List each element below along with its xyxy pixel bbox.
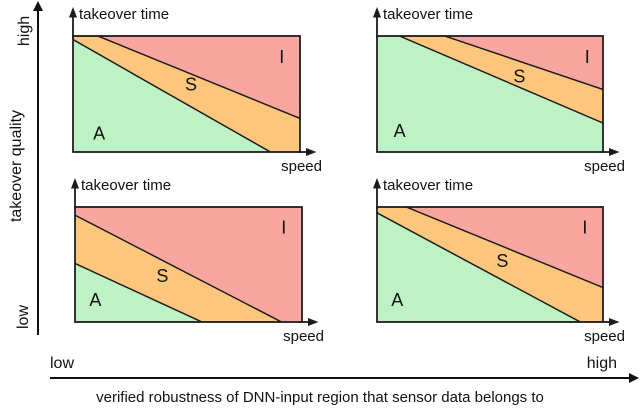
arrow-right-icon <box>629 373 639 383</box>
plot-top-left-region-label-A: A <box>93 123 105 143</box>
plot-bottom-left: A S I <box>71 178 319 326</box>
arrow-up-icon <box>373 178 381 189</box>
plot-top-right-y-axis-label: takeover time <box>383 6 474 23</box>
plot-bottom-right-region-label-S: S <box>496 251 508 271</box>
plot-bottom-left-region-label-A: A <box>89 290 101 310</box>
plot-top-left-region-label-I: I <box>279 47 284 67</box>
plot-top-left-y-axis-label: takeover time <box>79 6 170 23</box>
arrow-up-icon <box>373 7 381 18</box>
arrow-right-icon <box>609 318 620 326</box>
plot-top-left-region-label-S: S <box>185 75 197 95</box>
arrow-up-icon <box>71 178 79 189</box>
plot-bottom-right-y-axis-label: takeover time <box>383 177 474 194</box>
plot-top-right: A S I <box>373 7 620 156</box>
plot-top-right-x-axis-label: speed <box>584 158 625 175</box>
figure-caption: verified robustness of DNN-input region … <box>96 389 544 406</box>
plot-bottom-left-y-axis-label: takeover time <box>81 177 172 194</box>
plot-bottom-left-region-label-I: I <box>281 218 286 238</box>
plot-top-right-frame <box>376 35 604 153</box>
plot-bottom-right-frame <box>376 206 604 323</box>
plot-top-left-frame <box>72 35 301 153</box>
plot-bottom-left-x-axis-label: speed <box>283 328 324 345</box>
plot-bottom-right-x-axis-label: speed <box>584 328 625 345</box>
outer-x-low-label: low <box>50 355 75 372</box>
plot-top-left-x-axis-label: speed <box>281 158 322 175</box>
plot-top-right-region-label-S: S <box>513 67 525 87</box>
plot-top-left: A S I <box>69 7 317 156</box>
outer-x-axis-line <box>50 377 631 379</box>
outer-x-high-label: high <box>586 355 617 372</box>
plot-bottom-left-region-label-S: S <box>156 266 168 286</box>
arrow-up-icon <box>33 1 43 11</box>
plot-bottom-left-frame <box>74 206 303 323</box>
arrow-up-icon <box>69 7 77 18</box>
plot-bottom-right-region-label-I: I <box>582 218 587 238</box>
outer-y-high-label: high <box>16 15 33 47</box>
outer-y-low-label: low <box>15 304 32 330</box>
plot-top-right-region-label-A: A <box>394 121 406 141</box>
plot-top-right-region-label-I: I <box>585 47 590 67</box>
outer-y-axis-title: takeover quality <box>8 109 25 223</box>
arrow-right-icon <box>609 148 620 156</box>
arrow-right-icon <box>306 148 317 156</box>
plot-bottom-right: A S I <box>373 178 620 326</box>
outer-y-axis-line <box>37 8 39 335</box>
arrow-right-icon <box>308 318 319 326</box>
plot-bottom-right-region-label-A: A <box>391 290 403 310</box>
